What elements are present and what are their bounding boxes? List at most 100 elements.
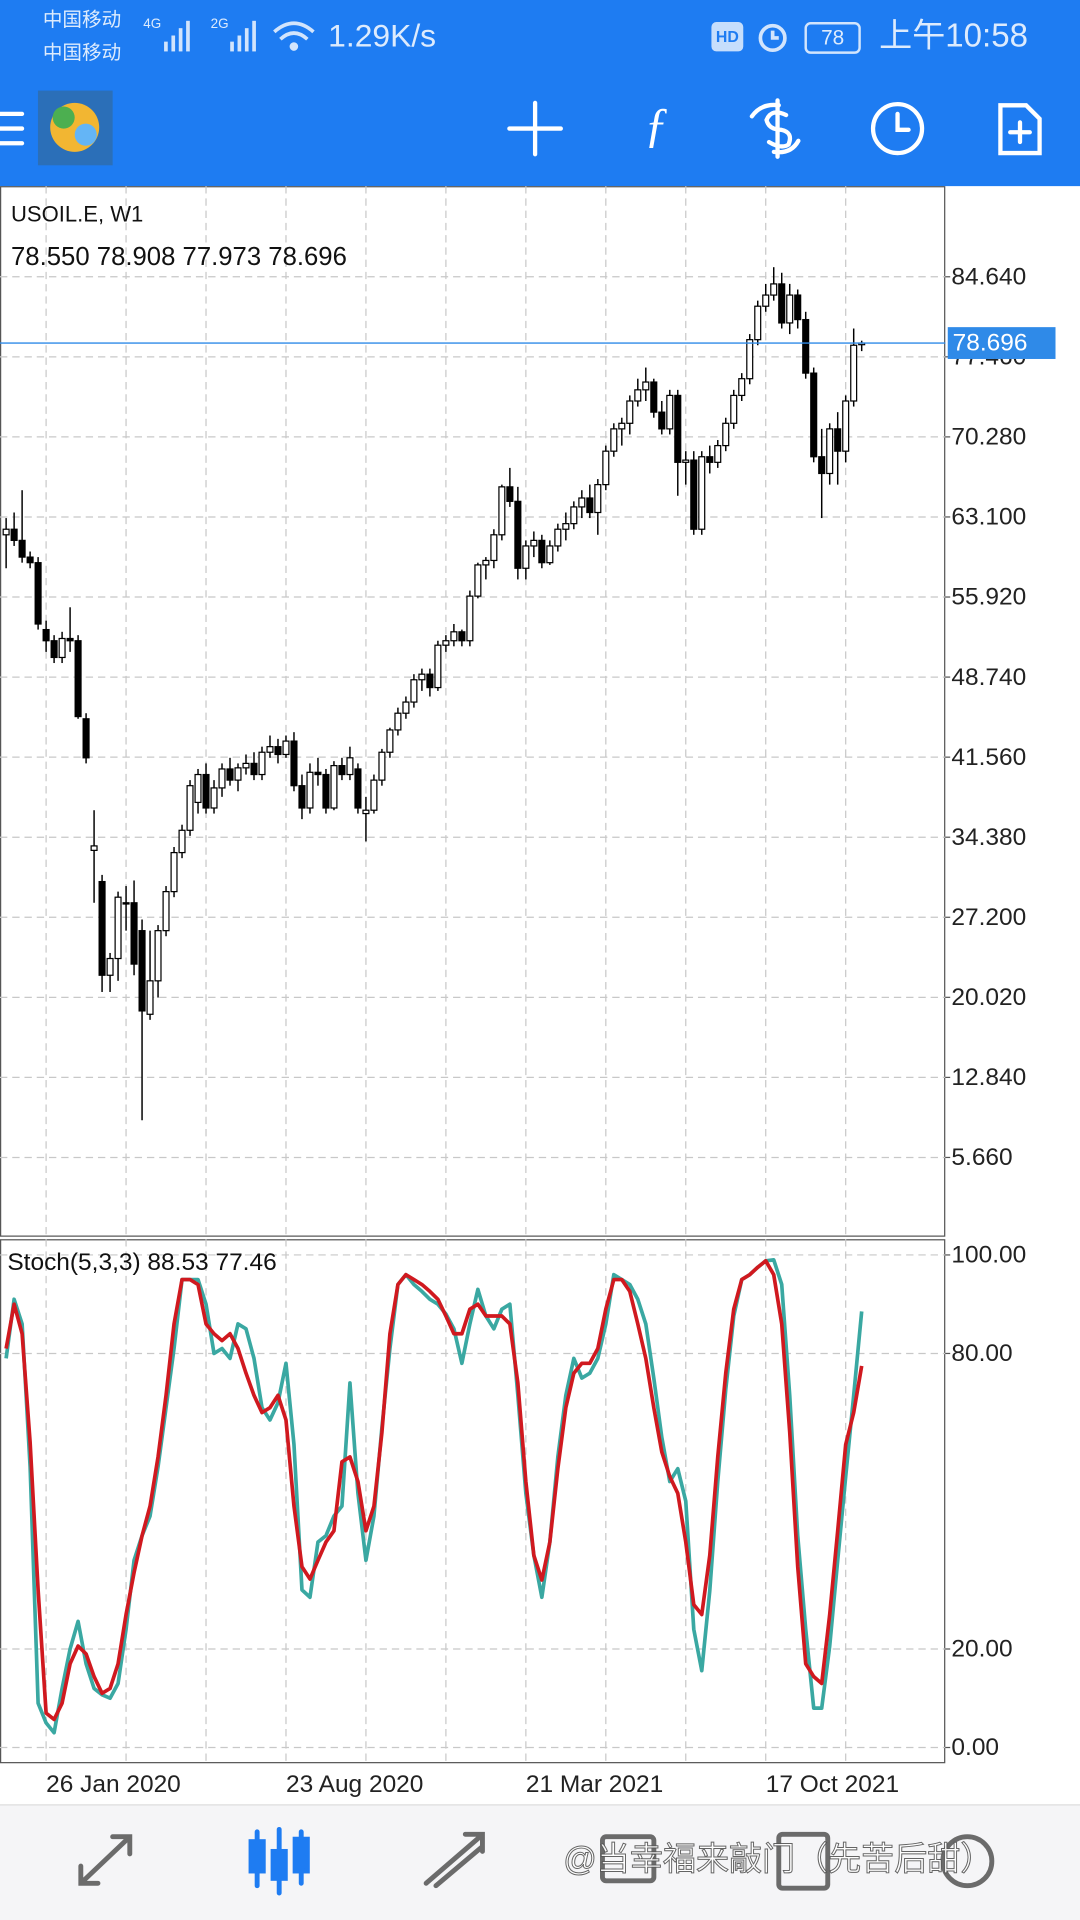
journal-tab[interactable] [776,1831,831,1891]
history-button[interactable] [870,101,925,156]
net-speed: 1.29K/s [328,17,436,53]
bottom-nav [0,1804,1080,1920]
crosshair-button[interactable] [507,100,563,157]
hd-badge [711,22,744,52]
candle-body [306,771,314,809]
candle-body [26,556,34,564]
chart-title: USOIL.E, W1 [11,201,143,226]
y-tick-label: 5.660 [951,1144,1012,1171]
stoch-line [4,1258,864,1735]
panel-frame [0,186,946,1237]
candle-body [522,545,530,569]
clock: 上午10:58 [879,18,1028,55]
candle-body [506,486,514,502]
candle-body [90,845,98,851]
candle-body [234,767,242,781]
candle-body [322,773,330,809]
candle-body [474,564,482,597]
candle-body [730,394,738,424]
y-tick-label: 41.560 [951,744,1026,771]
signal-icon [164,20,256,52]
candle-body [514,500,522,569]
indicator-title: Stoch(5,3,3) 88.53 77.46 [7,1249,276,1276]
candle-body [266,746,274,753]
candle-body [378,751,386,781]
candle-body [58,637,66,659]
candle-body [434,644,442,689]
y-tick-label: 0.00 [951,1734,999,1761]
indicator-button[interactable]: ƒ [644,97,668,152]
candle-body [74,640,82,718]
candle-body [194,773,202,804]
candle-body [650,381,658,413]
network: 2G [211,16,229,31]
candle-body [178,829,186,854]
x-tick-label: 17 Oct 2021 [766,1771,899,1798]
wifi-icon [273,21,315,51]
candle-body [274,746,282,756]
candle-body [82,718,90,759]
history-tab[interactable] [600,1834,657,1884]
candle-body [482,559,490,566]
candle-body [554,528,562,547]
stoch-line [4,1259,864,1722]
y-tick-label: 20.020 [951,984,1026,1011]
candle-body [578,497,586,508]
y-tick-label: 12.840 [951,1064,1026,1091]
candle-body [706,456,714,463]
chart-tab[interactable] [248,1826,310,1896]
candle-body [802,318,810,374]
x-tick-label: 26 Jan 2020 [46,1771,181,1798]
candle-body [394,712,402,731]
candle-body [642,381,650,391]
candle-body [34,562,42,625]
candle-body [794,294,802,321]
candle-body [138,930,146,1012]
candle-body [834,428,842,452]
candle-body [810,372,818,458]
menu-button[interactable] [0,111,25,146]
candle-body [410,679,418,703]
candle-body [722,422,730,447]
candle-body [490,534,498,562]
candle-body [426,673,434,689]
y-tick-label: 48.740 [951,664,1026,691]
candle-body [498,486,506,536]
carrier: 中国移动 [43,9,121,31]
hd-text: HD [716,29,739,46]
candle-body [586,497,594,514]
candle-body [106,957,114,976]
candle-body [466,595,474,642]
candle-body [530,539,538,547]
candle-body [282,740,290,756]
candle-body [18,539,26,558]
candle-body [826,428,834,475]
y-tick-label: 20.00 [951,1636,1012,1663]
trade-button[interactable] [749,98,801,159]
candle-body [402,701,410,714]
candle-body [130,902,138,965]
trade-tab[interactable] [423,1831,485,1889]
carrier: 中国移动 [43,42,121,64]
x-tick-label: 23 Aug 2020 [286,1771,423,1798]
chart-area: 5.660 12.840 20.020 27.200 34.380 41.560 48.74… [0,186,1056,1798]
candle-body [658,411,666,430]
x-tick-label: 21 Mar 2021 [526,1771,663,1798]
candle-body [210,787,218,809]
settings-tab[interactable] [940,1834,995,1889]
candle-body [610,428,618,452]
new-order-button[interactable] [998,103,1042,156]
candle-body [114,896,122,960]
candle-body [202,773,210,809]
candle-body [634,389,642,402]
candle-body [226,768,234,781]
candle-body [778,283,786,324]
y-tick-label: 63.100 [951,504,1026,531]
quotes-tab[interactable] [78,1834,133,1886]
candle-body [442,640,450,646]
candle-body [370,779,378,811]
candle-body [698,456,706,530]
app-icon[interactable] [37,90,113,166]
candle-body [842,400,850,452]
